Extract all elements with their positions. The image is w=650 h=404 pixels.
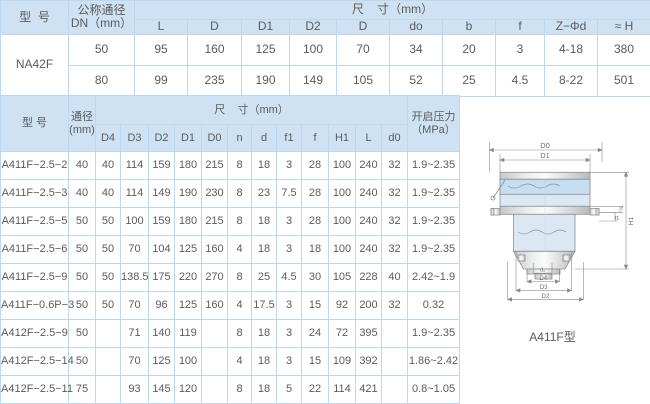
svg-text:D0: D0 — [540, 141, 550, 150]
svg-text:D4: D4 — [539, 276, 547, 282]
svg-text:f1: f1 — [615, 216, 620, 222]
svg-text:D2: D2 — [542, 294, 550, 300]
svg-text:D1: D1 — [540, 151, 550, 160]
svg-text:H1: H1 — [628, 216, 635, 225]
svg-text:D3: D3 — [540, 285, 548, 291]
svg-text:f: f — [621, 207, 623, 213]
svg-text:d₀: d₀ — [540, 268, 545, 274]
